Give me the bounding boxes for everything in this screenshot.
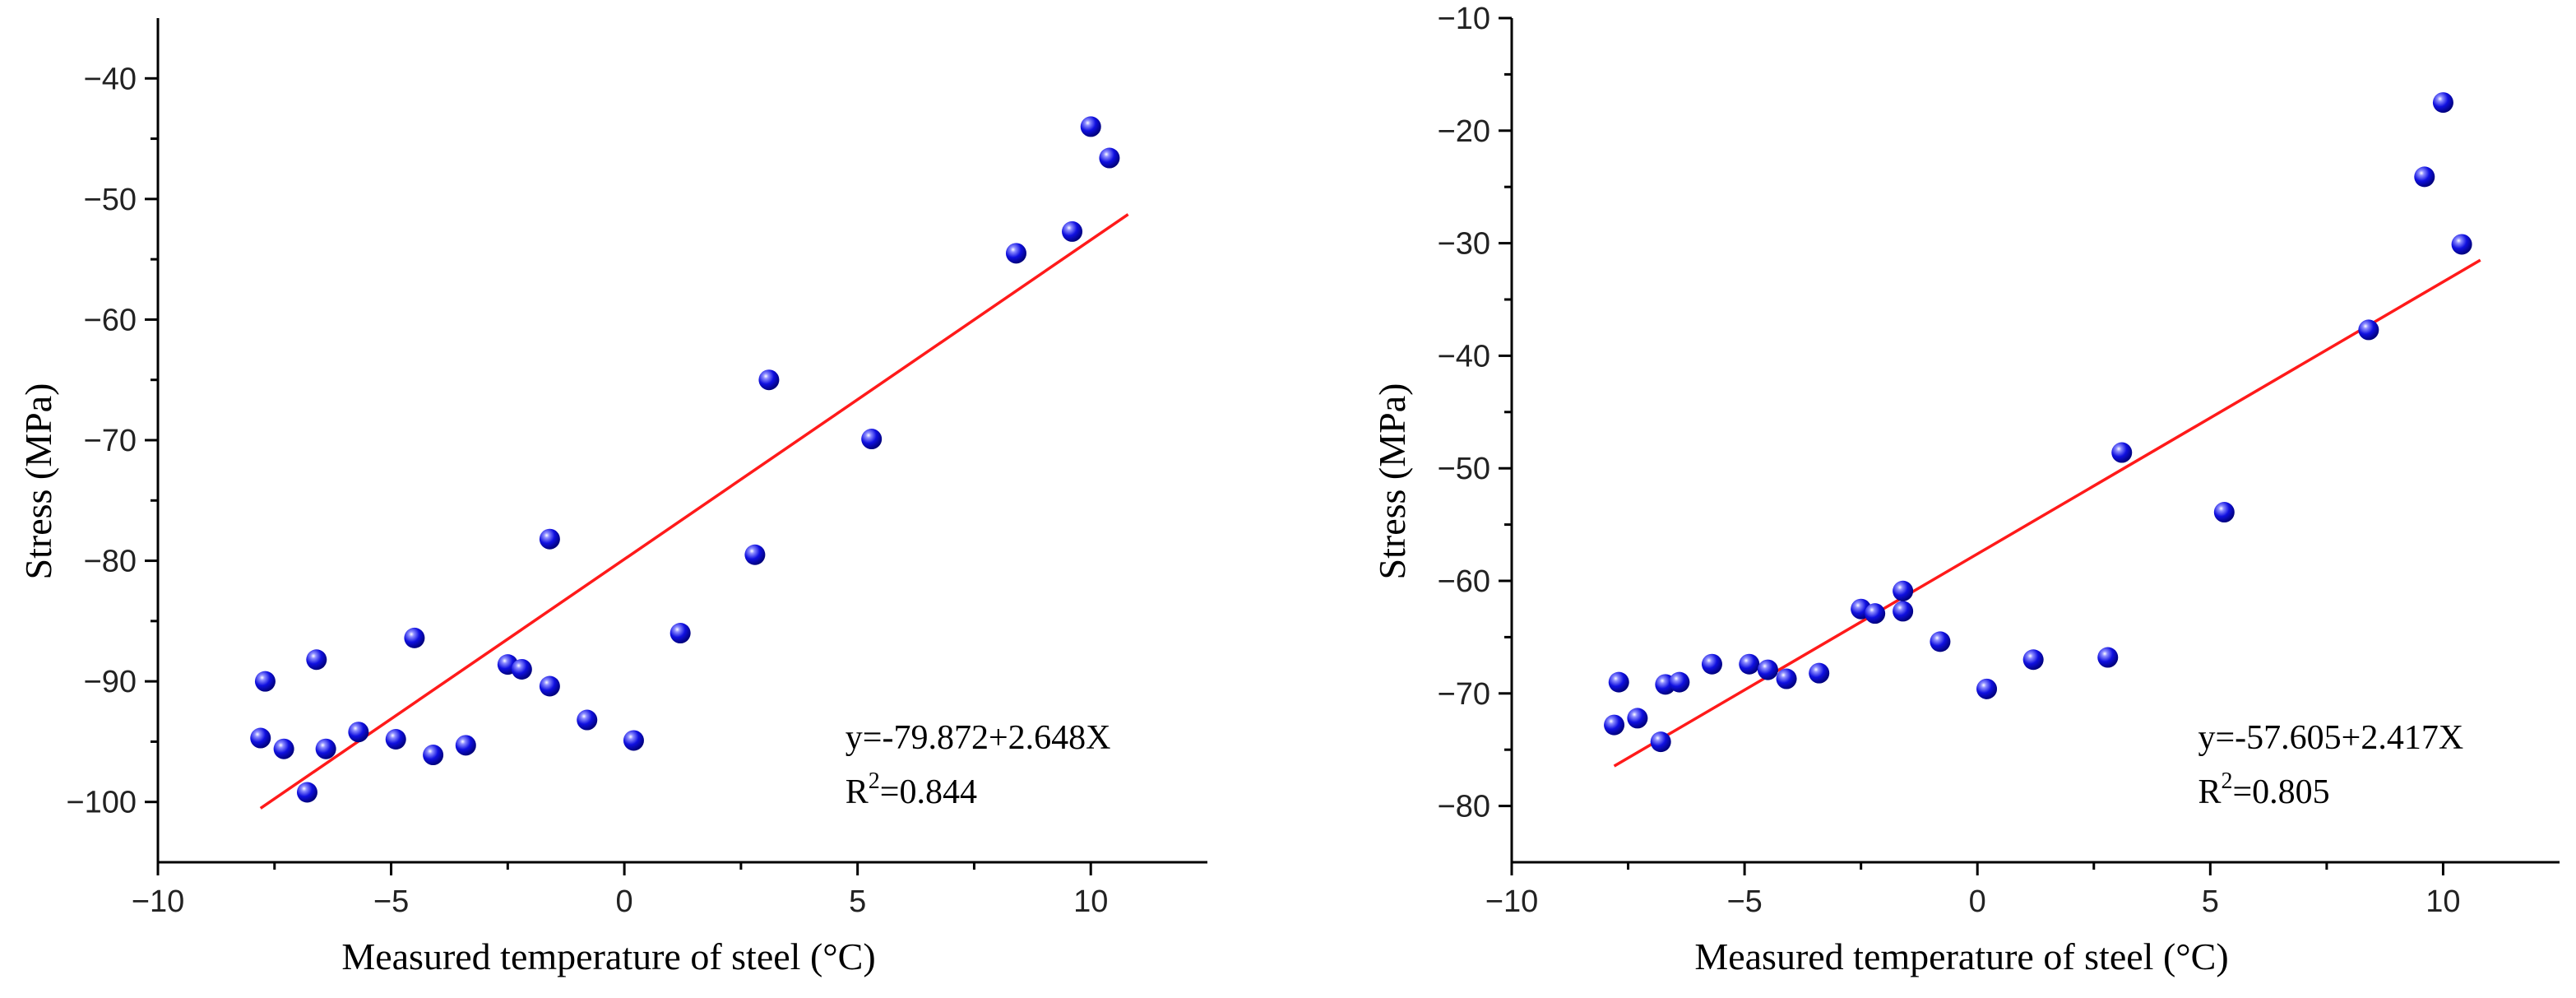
data-point [861,429,883,450]
x-tick-label: −10 [132,884,184,919]
data-point [2213,502,2235,523]
data-point [1701,653,1722,675]
y-axis-label: Stress (MPa) [1371,383,1413,580]
data-point [1669,671,1690,693]
x-tick-label: 5 [2202,884,2219,919]
r-squared-superscript: 2 [2221,768,2232,794]
r-squared-label: R [846,773,869,811]
data-point [423,745,444,766]
y-tick-label: −50 [1438,452,1490,486]
regression-equation: y=-79.872+2.648X [846,719,1111,757]
r-squared-value: =0.844 [880,773,977,811]
data-point [669,623,691,644]
data-point [1976,678,1998,699]
data-point [539,528,560,550]
y-tick-label: −60 [84,303,137,337]
data-point [511,658,532,680]
y-tick-label: −40 [1438,339,1490,374]
data-point [296,782,317,803]
data-point [1005,243,1026,264]
data-point [2451,234,2472,255]
r-squared-superscript: 2 [869,768,880,794]
x-tick-label: 0 [1969,884,1986,919]
y-tick-label: −10 [1438,2,1490,36]
data-point [1062,220,1083,242]
data-point [1604,714,1625,736]
r-squared-value: =0.805 [2232,773,2329,811]
y-tick-label: −80 [1438,790,1490,824]
data-point [2432,92,2453,114]
data-point [455,735,476,756]
y-tick-label: −70 [1438,677,1490,712]
x-axis-label: Measured temperature of steel (°C) [1694,935,2228,977]
data-point [385,728,406,750]
x-tick-label: 10 [1073,884,1108,919]
data-point [348,722,369,743]
y-tick-label: −60 [1438,564,1490,599]
x-tick-label: 10 [2425,884,2460,919]
chart-2: −10 −5 0 5 10−80−70−60−50−40−30−20−10Measure… [1371,2,2560,977]
data-point [2097,647,2119,668]
data-point [254,671,276,692]
data-point [1776,668,1797,689]
regression-equation: y=-57.605+2.417X [2198,719,2463,757]
data-point [2414,166,2435,188]
data-point [744,544,766,565]
r-squared: R2=0.805 [2198,768,2329,811]
data-point [539,675,560,697]
data-point [1893,601,1914,622]
data-point [2358,319,2379,341]
data-point [1080,116,1101,137]
data-point [758,369,780,391]
y-tick-label: −40 [84,62,137,96]
data-point [1893,580,1914,601]
data-point [1627,708,1648,729]
data-point [623,730,644,751]
x-tick-label: −5 [1726,884,1762,919]
fit-line [1613,258,2481,768]
data-point [404,627,425,648]
data-point [1650,731,1671,753]
data-point [2022,649,2044,671]
y-axis-label: Stress (MPa) [17,383,59,580]
data-point [1757,659,1778,680]
y-tick-label: −80 [84,545,137,579]
y-tick-label: −100 [66,786,137,820]
fit-line [259,213,1129,810]
x-tick-label: −10 [1485,884,1538,919]
data-point [1739,653,1760,675]
data-point [1608,671,1629,693]
r-squared: R2=0.844 [846,768,977,811]
data-point [1865,603,1886,624]
x-tick-label: 0 [616,884,633,919]
data-point [273,738,294,759]
data-point [306,649,327,671]
x-tick-label: 5 [849,884,866,919]
data-point [577,709,598,731]
x-tick-label: −5 [373,884,409,919]
data-point [1809,662,1830,684]
x-axis-label: Measured temperature of steel (°C) [341,935,875,977]
data-point [2111,442,2133,463]
chart-1: −10 −5 0 5 10−100−90−80−70−60−50−40Measured … [17,18,1207,977]
data-point [1930,631,1951,652]
data-point [1099,147,1120,169]
data-point [315,738,336,759]
y-tick-label: −50 [84,183,137,217]
y-tick-label: −90 [84,665,137,699]
r-squared-label: R [2198,773,2221,811]
y-tick-label: −30 [1438,227,1490,262]
y-tick-label: −20 [1438,114,1490,149]
data-point [250,727,271,749]
y-tick-label: −70 [84,424,137,458]
